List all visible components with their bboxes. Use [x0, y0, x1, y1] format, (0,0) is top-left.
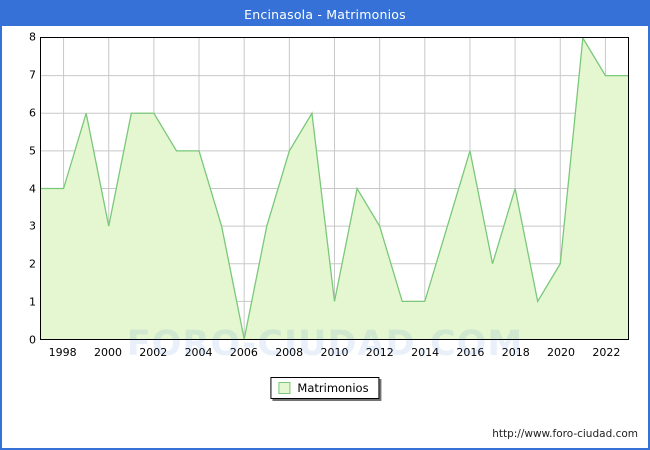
window-title-bar: Encinasola - Matrimonios: [2, 2, 648, 26]
chart-legend: Matrimonios: [270, 377, 380, 399]
y-tick-label: 5: [29, 144, 36, 158]
y-axis-labels: 0 1 2 3 4 5 6 7 8: [2, 31, 36, 347]
y-tick-label: 0: [29, 333, 36, 347]
series-matrimonios: [41, 38, 628, 339]
x-tick-label: 2022: [592, 346, 621, 359]
y-tick-label: 7: [29, 68, 36, 82]
x-tick-label: 2004: [184, 346, 213, 359]
source-url: http://www.foro-ciudad.com: [492, 428, 638, 440]
y-tick-label: 1: [29, 295, 36, 309]
x-tick-label: 2006: [229, 346, 258, 359]
x-tick-label: 2010: [320, 346, 349, 359]
y-tick-label: 3: [29, 219, 36, 233]
y-tick-label: 8: [29, 30, 36, 44]
square-swatch-icon: [278, 382, 291, 394]
x-tick-label: 2000: [93, 346, 122, 359]
page-title: Encinasola - Matrimonios: [244, 6, 406, 22]
x-tick-label: 1998: [48, 346, 77, 359]
x-tick-label: 2012: [365, 346, 394, 359]
x-tick-label: 2014: [411, 346, 440, 359]
x-tick-label: 2016: [456, 346, 485, 359]
x-tick-label: 2018: [501, 346, 530, 359]
y-tick-label: 6: [29, 106, 36, 120]
plot-area: [40, 37, 629, 340]
x-tick-label: 2020: [547, 346, 576, 359]
y-tick-label: 4: [29, 182, 36, 195]
x-tick-label: 2002: [139, 346, 168, 359]
x-tick-label: 2008: [275, 346, 304, 359]
x-axis-labels: 1998 2000 2002 2004 2006 2008 2010 2012 2014 2016…: [40, 346, 629, 364]
y-tick-label: 2: [29, 257, 36, 271]
legend-label: Matrimonios: [297, 381, 369, 395]
